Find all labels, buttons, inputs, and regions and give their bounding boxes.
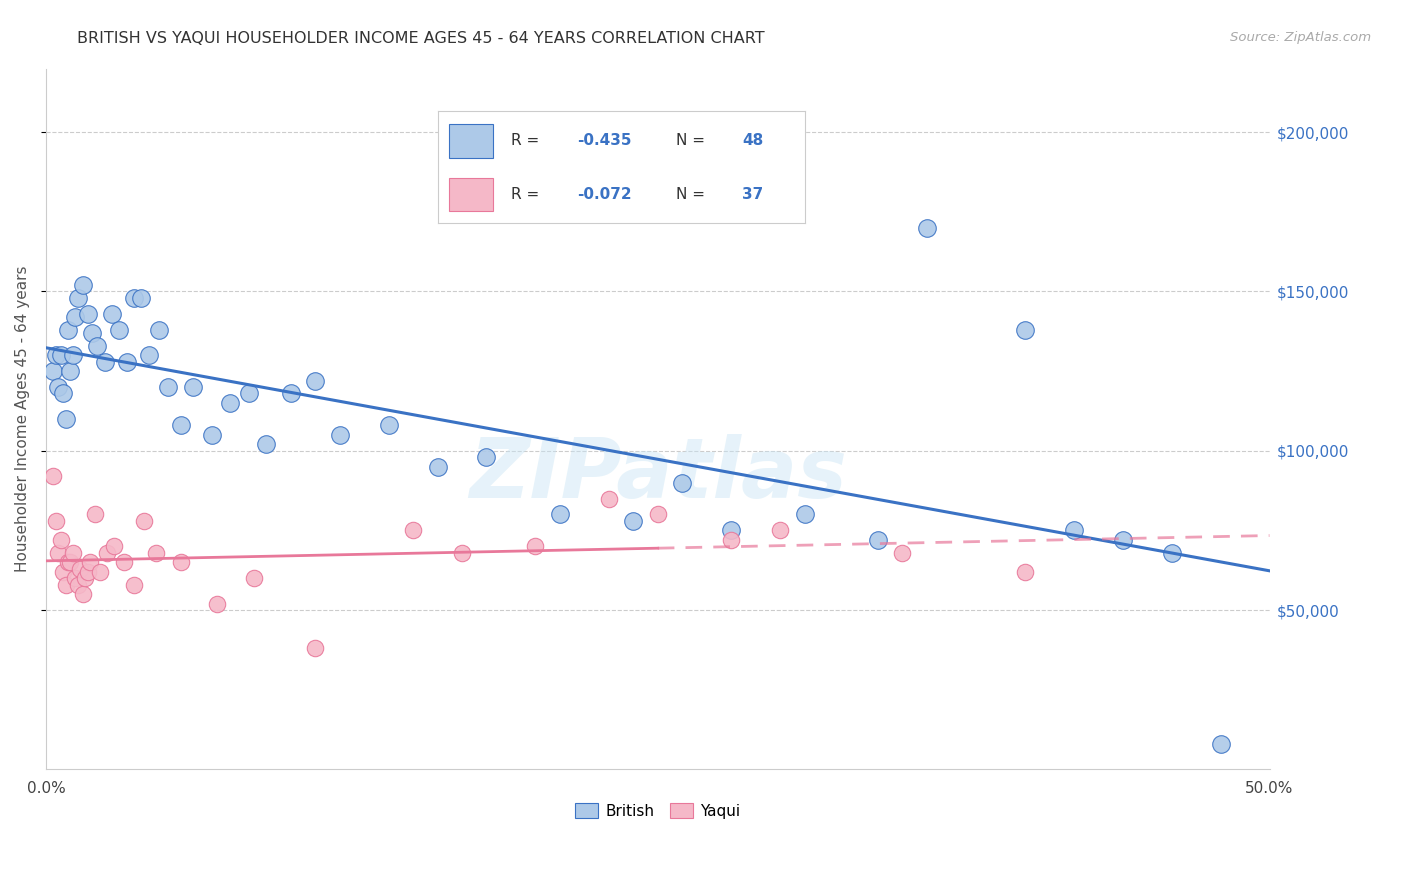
Point xyxy=(598,491,620,506)
Point xyxy=(55,577,77,591)
Point xyxy=(101,307,124,321)
Point xyxy=(42,364,65,378)
Point xyxy=(55,412,77,426)
Point xyxy=(46,380,69,394)
Point xyxy=(122,291,145,305)
Point xyxy=(72,587,94,601)
Text: BRITISH VS YAQUI HOUSEHOLDER INCOME AGES 45 - 64 YEARS CORRELATION CHART: BRITISH VS YAQUI HOUSEHOLDER INCOME AGES… xyxy=(77,31,765,46)
Point xyxy=(112,555,135,569)
Point xyxy=(402,524,425,538)
Point xyxy=(451,546,474,560)
Point xyxy=(76,307,98,321)
Point xyxy=(148,323,170,337)
Point xyxy=(93,354,115,368)
Point xyxy=(280,386,302,401)
Point xyxy=(56,555,79,569)
Point xyxy=(621,514,644,528)
Point xyxy=(720,524,742,538)
Point xyxy=(82,326,104,340)
Point xyxy=(65,310,87,324)
Point xyxy=(1111,533,1133,547)
Point xyxy=(62,546,84,560)
Point xyxy=(769,524,792,538)
Point xyxy=(243,571,266,585)
Point xyxy=(329,427,352,442)
Point xyxy=(915,220,938,235)
Point xyxy=(49,533,72,547)
Point xyxy=(254,437,277,451)
Legend: British, Yaqui: British, Yaqui xyxy=(569,797,747,825)
Text: Source: ZipAtlas.com: Source: ZipAtlas.com xyxy=(1230,31,1371,45)
Point xyxy=(42,469,65,483)
Point xyxy=(181,380,204,394)
Point xyxy=(304,641,326,656)
Point xyxy=(145,546,167,560)
Point xyxy=(89,565,111,579)
Point xyxy=(548,508,571,522)
Point xyxy=(122,577,145,591)
Point xyxy=(207,597,229,611)
Point xyxy=(96,546,118,560)
Point xyxy=(169,555,191,569)
Point xyxy=(59,364,82,378)
Point xyxy=(79,555,101,569)
Point xyxy=(132,514,155,528)
Point xyxy=(866,533,889,547)
Point xyxy=(103,539,125,553)
Point xyxy=(720,533,742,547)
Point xyxy=(66,291,89,305)
Point xyxy=(65,571,87,585)
Point xyxy=(69,561,91,575)
Point xyxy=(304,374,326,388)
Point xyxy=(671,475,693,490)
Point xyxy=(1063,524,1085,538)
Point xyxy=(201,427,224,442)
Point xyxy=(169,418,191,433)
Y-axis label: Householder Income Ages 45 - 64 years: Householder Income Ages 45 - 64 years xyxy=(15,266,30,572)
Point xyxy=(1014,323,1036,337)
Point xyxy=(76,565,98,579)
Point xyxy=(45,514,67,528)
Point xyxy=(475,450,498,464)
Point xyxy=(1209,737,1232,751)
Point xyxy=(66,577,89,591)
Point xyxy=(1160,546,1182,560)
Point xyxy=(115,354,138,368)
Point xyxy=(377,418,399,433)
Point xyxy=(59,555,82,569)
Point xyxy=(86,338,108,352)
Point xyxy=(131,291,153,305)
Point xyxy=(56,323,79,337)
Point xyxy=(108,323,131,337)
Point xyxy=(52,386,75,401)
Point xyxy=(891,546,914,560)
Point xyxy=(45,348,67,362)
Point xyxy=(524,539,547,553)
Point xyxy=(1014,565,1036,579)
Point xyxy=(238,386,260,401)
Point xyxy=(62,348,84,362)
Point xyxy=(46,546,69,560)
Point xyxy=(426,459,449,474)
Point xyxy=(52,565,75,579)
Point xyxy=(49,348,72,362)
Point xyxy=(793,508,815,522)
Text: ZIPatlas: ZIPatlas xyxy=(468,434,846,516)
Point xyxy=(157,380,180,394)
Point xyxy=(72,278,94,293)
Point xyxy=(84,508,107,522)
Point xyxy=(138,348,160,362)
Point xyxy=(218,396,240,410)
Point xyxy=(647,508,669,522)
Point xyxy=(75,571,97,585)
